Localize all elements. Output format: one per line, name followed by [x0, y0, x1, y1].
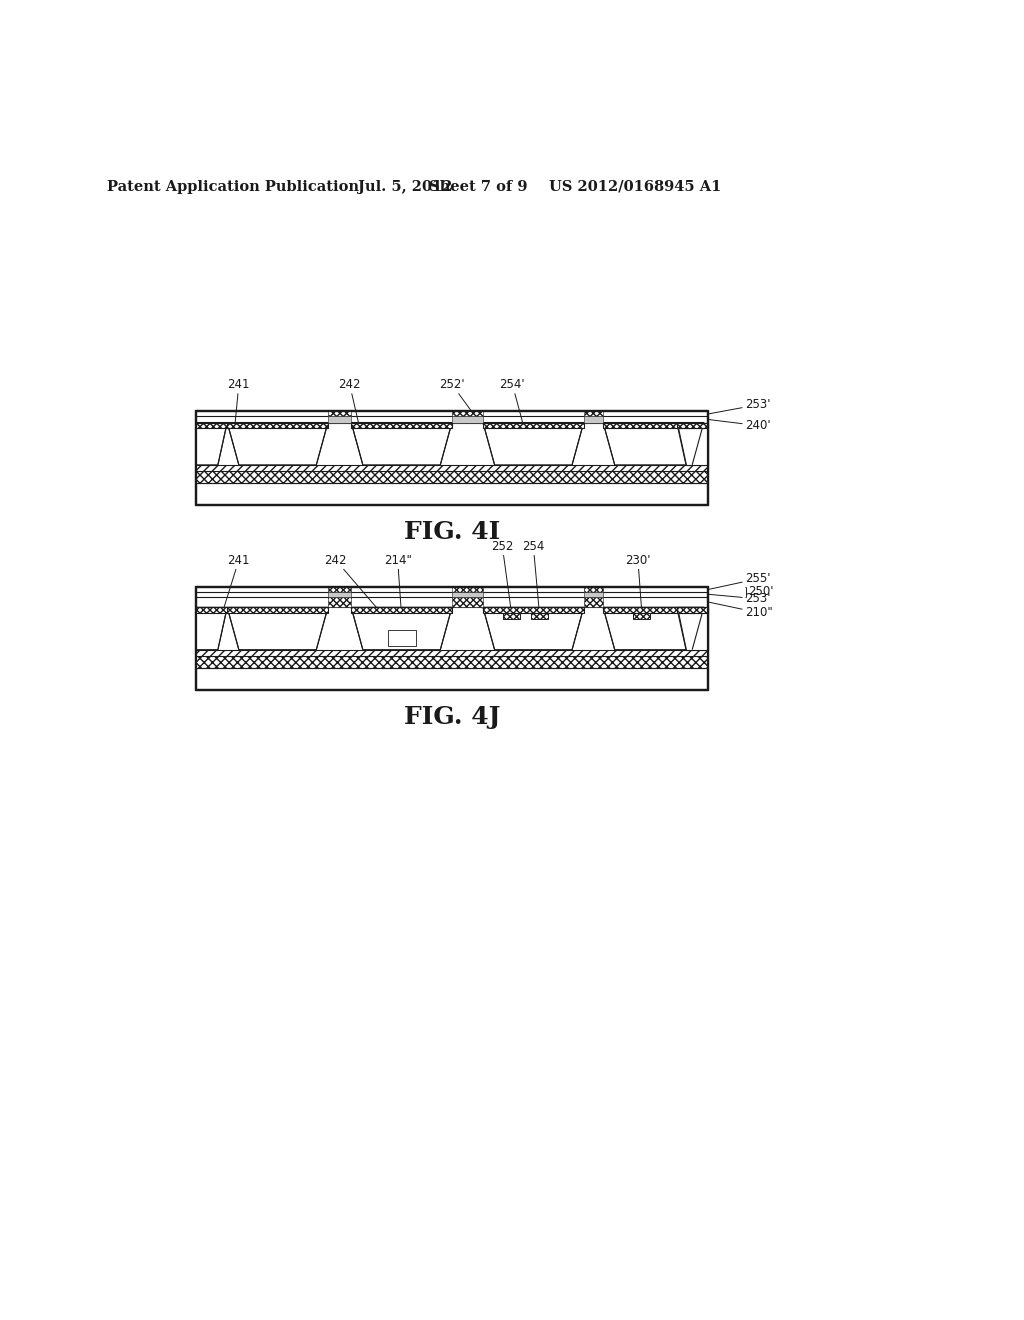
Text: 240': 240' — [709, 418, 770, 432]
Polygon shape — [603, 422, 703, 465]
Polygon shape — [351, 607, 452, 612]
Bar — [633, 612, 650, 619]
Text: 253': 253' — [709, 593, 770, 606]
Bar — [197, 586, 708, 689]
Text: 255': 255' — [709, 573, 770, 589]
Bar — [452, 411, 483, 416]
Polygon shape — [677, 422, 708, 428]
Bar — [452, 586, 483, 591]
Polygon shape — [351, 422, 452, 428]
Bar — [584, 411, 603, 416]
Text: FIG. 4I: FIG. 4I — [403, 520, 500, 544]
Text: 250': 250' — [748, 585, 773, 598]
Polygon shape — [351, 607, 452, 649]
Bar — [503, 612, 520, 619]
Polygon shape — [227, 422, 328, 428]
Polygon shape — [351, 422, 452, 465]
Text: 214": 214" — [384, 553, 412, 614]
Bar — [197, 411, 708, 506]
Polygon shape — [483, 607, 584, 649]
Bar — [328, 411, 351, 416]
Polygon shape — [227, 607, 328, 612]
Bar — [197, 649, 708, 656]
Bar — [388, 631, 416, 645]
Bar — [584, 597, 603, 607]
Bar — [584, 416, 603, 422]
Text: 241: 241 — [227, 378, 250, 424]
Polygon shape — [603, 422, 703, 428]
Text: 254: 254 — [522, 540, 545, 612]
Polygon shape — [197, 422, 227, 465]
Text: 253': 253' — [709, 399, 770, 413]
Bar — [197, 465, 708, 471]
Bar — [197, 656, 708, 668]
Bar — [197, 471, 708, 483]
Text: 210": 210" — [709, 602, 773, 619]
Text: Patent Application Publication: Patent Application Publication — [106, 180, 358, 194]
Bar — [584, 591, 603, 597]
Text: 252': 252' — [439, 378, 480, 424]
Bar — [328, 591, 351, 597]
Text: 242: 242 — [325, 553, 378, 609]
Text: 252: 252 — [492, 540, 513, 612]
Text: Jul. 5, 2012: Jul. 5, 2012 — [358, 180, 453, 194]
Polygon shape — [483, 422, 584, 428]
Polygon shape — [227, 422, 328, 465]
Bar — [197, 422, 708, 465]
Bar — [452, 416, 483, 422]
Text: 254': 254' — [500, 378, 525, 424]
Polygon shape — [197, 607, 227, 612]
Polygon shape — [483, 422, 584, 465]
Bar — [452, 597, 483, 607]
Polygon shape — [677, 607, 708, 612]
Polygon shape — [677, 422, 708, 465]
Text: 230': 230' — [626, 553, 650, 611]
Text: US 2012/0168945 A1: US 2012/0168945 A1 — [550, 180, 722, 194]
Bar — [328, 416, 351, 422]
Text: FIG. 4J: FIG. 4J — [403, 705, 500, 729]
Text: 242: 242 — [338, 378, 360, 424]
Bar — [328, 597, 351, 607]
Polygon shape — [603, 607, 703, 649]
Polygon shape — [227, 607, 328, 649]
Polygon shape — [197, 422, 227, 428]
Bar — [531, 612, 548, 619]
Polygon shape — [197, 607, 227, 649]
Bar — [452, 591, 483, 597]
Text: Sheet 7 of 9: Sheet 7 of 9 — [429, 180, 527, 194]
Polygon shape — [677, 607, 708, 649]
Bar — [584, 586, 603, 591]
Polygon shape — [603, 607, 703, 612]
Bar — [328, 586, 351, 591]
Bar — [197, 607, 708, 649]
Text: 241: 241 — [223, 553, 250, 609]
Polygon shape — [483, 607, 584, 612]
